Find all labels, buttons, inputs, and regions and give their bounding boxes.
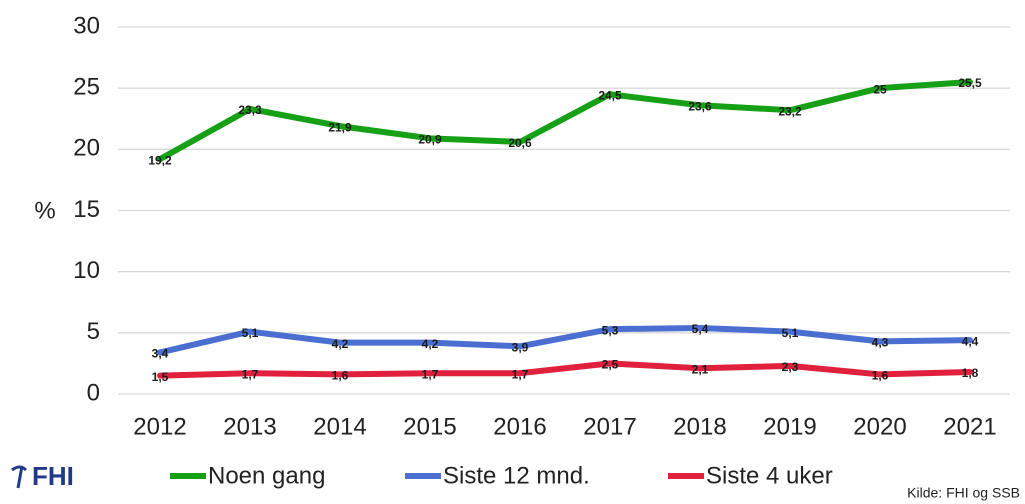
data-label: 2,3 bbox=[782, 360, 799, 374]
x-tick-label: 2020 bbox=[853, 413, 906, 440]
x-tick-label: 2015 bbox=[403, 413, 456, 440]
series-line bbox=[157, 360, 973, 379]
y-tick-label: 20 bbox=[73, 135, 100, 162]
x-tick-label: 2017 bbox=[583, 413, 636, 440]
data-label: 20,9 bbox=[418, 132, 442, 146]
data-label: 5,4 bbox=[692, 322, 709, 336]
data-label: 5,1 bbox=[782, 326, 799, 340]
data-label: 1,7 bbox=[422, 367, 439, 381]
data-label: 25 bbox=[873, 82, 887, 96]
data-label: 1,8 bbox=[962, 366, 979, 380]
y-tick-label: 25 bbox=[73, 74, 100, 101]
legend-label: Siste 4 uker bbox=[706, 462, 833, 489]
data-label: 4,2 bbox=[422, 337, 439, 351]
y-tick-label: 0 bbox=[87, 379, 100, 406]
data-label: 23,2 bbox=[778, 104, 802, 118]
legend-label: Noen gang bbox=[208, 462, 325, 489]
y-axis-label: % bbox=[34, 197, 55, 224]
data-label: 2,5 bbox=[602, 358, 619, 372]
data-label: 3,4 bbox=[152, 347, 169, 361]
logo: FHI bbox=[11, 461, 74, 491]
source: Kilde: FHI og SSB bbox=[907, 485, 1020, 501]
data-label: 20,6 bbox=[508, 136, 532, 150]
data-label: 1,6 bbox=[872, 369, 889, 383]
x-tick-label: 2012 bbox=[133, 413, 186, 440]
data-label: 1,6 bbox=[332, 369, 349, 383]
y-tick-label: 10 bbox=[73, 257, 100, 284]
x-tick-label: 2019 bbox=[763, 413, 816, 440]
y-tick-label: 15 bbox=[73, 196, 100, 223]
data-label: 19,2 bbox=[148, 153, 172, 167]
x-tick-label: 2016 bbox=[493, 413, 546, 440]
y-tick-label: 30 bbox=[73, 12, 100, 39]
data-label: 5,3 bbox=[602, 323, 619, 337]
data-label: 4,4 bbox=[962, 334, 979, 348]
data-label: 5,1 bbox=[242, 326, 259, 340]
legend-label: Siste 12 mnd. bbox=[443, 462, 590, 489]
data-label: 1,7 bbox=[242, 367, 259, 381]
logo-icon bbox=[11, 465, 28, 489]
y-tick-label: 5 bbox=[87, 318, 100, 345]
data-label: 1,5 bbox=[152, 370, 169, 384]
data-label: 4,2 bbox=[332, 337, 349, 351]
logo-text: FHI bbox=[32, 461, 74, 491]
data-label: 25,5 bbox=[958, 76, 982, 90]
x-tick-label: 2018 bbox=[673, 413, 726, 440]
data-label: 4,3 bbox=[872, 336, 889, 350]
data-label: 24,5 bbox=[598, 88, 622, 102]
data-label: 1,7 bbox=[512, 367, 529, 381]
data-label: 2,1 bbox=[692, 362, 709, 376]
x-tick-label: 2014 bbox=[313, 413, 366, 440]
data-label: 23,6 bbox=[688, 99, 712, 113]
data-label: 3,9 bbox=[512, 340, 529, 354]
data-label: 21,9 bbox=[328, 120, 352, 134]
data-label: 23,3 bbox=[238, 103, 262, 117]
x-tick-label: 2013 bbox=[223, 413, 276, 440]
x-tick-label: 2021 bbox=[943, 413, 996, 440]
series-line bbox=[157, 79, 973, 163]
series-line bbox=[157, 324, 973, 356]
